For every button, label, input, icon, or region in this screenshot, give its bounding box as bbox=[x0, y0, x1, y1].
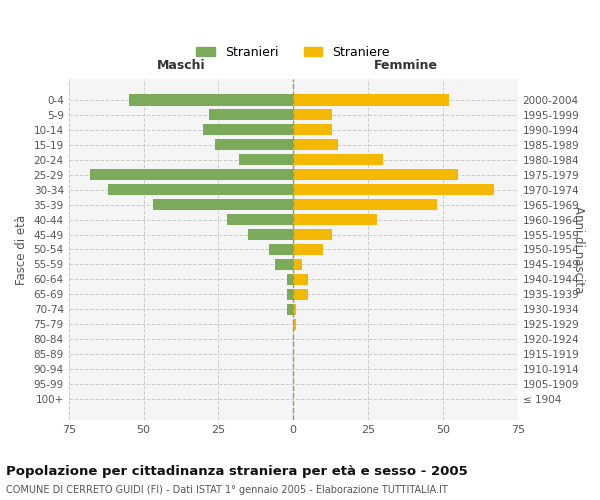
Bar bbox=[293, 318, 296, 330]
Bar bbox=[293, 199, 437, 210]
Bar bbox=[287, 304, 293, 315]
Bar bbox=[293, 94, 449, 106]
Bar bbox=[275, 259, 293, 270]
Bar bbox=[203, 124, 293, 136]
Bar bbox=[215, 139, 293, 150]
Bar bbox=[152, 199, 293, 210]
Text: Maschi: Maschi bbox=[157, 59, 205, 72]
Bar bbox=[287, 288, 293, 300]
Text: Popolazione per cittadinanza straniera per età e sesso - 2005: Popolazione per cittadinanza straniera p… bbox=[6, 465, 468, 478]
Bar bbox=[227, 214, 293, 225]
Bar bbox=[293, 184, 494, 196]
Bar bbox=[293, 288, 308, 300]
Bar bbox=[293, 244, 323, 255]
Bar bbox=[293, 274, 308, 285]
Bar bbox=[293, 110, 332, 120]
Bar bbox=[293, 304, 296, 315]
Text: COMUNE DI CERRETO GUIDI (FI) - Dati ISTAT 1° gennaio 2005 - Elaborazione TUTTITA: COMUNE DI CERRETO GUIDI (FI) - Dati ISTA… bbox=[6, 485, 448, 495]
Bar bbox=[107, 184, 293, 196]
Bar bbox=[248, 229, 293, 240]
Bar bbox=[128, 94, 293, 106]
Bar bbox=[293, 229, 332, 240]
Bar bbox=[293, 139, 338, 150]
Bar bbox=[293, 214, 377, 225]
Text: Femmine: Femmine bbox=[374, 59, 437, 72]
Bar bbox=[293, 169, 458, 180]
Bar bbox=[269, 244, 293, 255]
Bar bbox=[209, 110, 293, 120]
Y-axis label: Anni di nascita: Anni di nascita bbox=[572, 206, 585, 293]
Bar bbox=[293, 154, 383, 166]
Bar bbox=[89, 169, 293, 180]
Bar bbox=[293, 259, 302, 270]
Legend: Stranieri, Straniere: Stranieri, Straniere bbox=[191, 40, 395, 64]
Y-axis label: Fasce di età: Fasce di età bbox=[15, 214, 28, 284]
Bar bbox=[293, 124, 332, 136]
Bar bbox=[239, 154, 293, 166]
Bar bbox=[287, 274, 293, 285]
